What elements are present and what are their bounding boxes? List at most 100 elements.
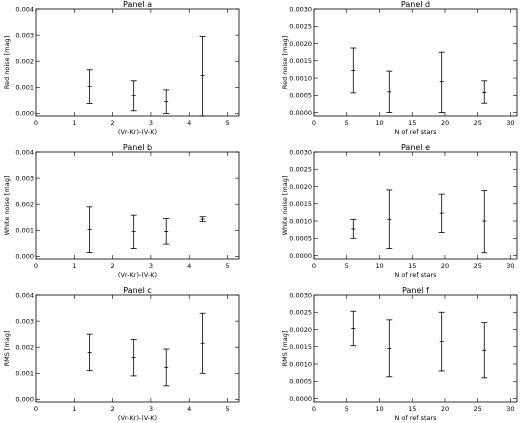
error-bar-point xyxy=(86,333,93,372)
error-bar-point xyxy=(130,338,137,377)
x-tick-label: 1 xyxy=(72,405,76,413)
panel-b: Panel b 0 1 2 3 4 5 0.000 0.001 0.002 0.003 0.004 (V… xyxy=(3,143,240,279)
plot-frame xyxy=(35,8,240,117)
x-tick-label: 25 xyxy=(474,119,482,127)
x-tick-label: 30 xyxy=(506,119,514,127)
x-tick-label: 4 xyxy=(187,119,191,127)
x-tick-label: 0 xyxy=(34,405,38,413)
y-axis-label: White noise [mag] xyxy=(281,176,289,236)
x-tick-label: 30 xyxy=(506,262,514,270)
plot-frame xyxy=(313,8,518,117)
plot-frame xyxy=(313,294,518,403)
y-tick-label: 0.004 xyxy=(15,5,34,13)
y-tick-label: 0.001 xyxy=(15,227,34,235)
error-bar-point xyxy=(386,70,393,113)
x-tick-label: 2 xyxy=(111,119,115,127)
y-axis-label: White noise [mag] xyxy=(3,176,11,236)
panel-title: Panel c xyxy=(123,286,152,295)
error-bar-point xyxy=(199,36,206,117)
error-bar-point xyxy=(438,51,445,113)
x-axis-label: (Vr-Kr)-(V-K) xyxy=(118,414,157,422)
y-tick-label: 0.0025 xyxy=(289,166,312,174)
panel-a: Panel a 0 1 2 3 4 5 0.000 0.001 0.002 0.003 0.004 (V… xyxy=(3,0,240,136)
y-tick-label: 0.002 xyxy=(15,200,34,208)
y-axis-label: RMS [mag] xyxy=(3,331,11,367)
error-bar-point xyxy=(350,310,357,347)
y-tick-label: 0.0015 xyxy=(289,57,312,65)
y-tick-label: 0.002 xyxy=(15,343,34,351)
y-tick-label: 0.0000 xyxy=(289,252,312,260)
y-tick-label: 0.003 xyxy=(15,317,34,325)
error-bar-point xyxy=(199,312,206,374)
y-tick-label: 0.0000 xyxy=(289,109,312,117)
x-tick-label: 0 xyxy=(34,262,38,270)
panel-title: Panel a xyxy=(123,0,152,9)
x-tick-label: 1 xyxy=(72,262,76,270)
error-bar-point xyxy=(386,319,393,378)
x-tick-label: 10 xyxy=(375,405,383,413)
y-tick-label: 0.0025 xyxy=(289,309,312,317)
y-tick-label: 0.0020 xyxy=(289,326,312,334)
error-bar-point xyxy=(130,214,137,249)
x-tick-label: 5 xyxy=(225,119,229,127)
panel-d: Panel d 0 5 10 15 20 25 30 0.0000 0.0005 0.0010 0.0… xyxy=(281,0,518,136)
y-tick-label: 0.001 xyxy=(15,370,34,378)
error-bar-point xyxy=(130,80,137,112)
x-tick-label: 30 xyxy=(506,405,514,413)
error-bar-point xyxy=(163,218,170,245)
y-tick-label: 0.0010 xyxy=(289,360,312,368)
x-tick-label: 20 xyxy=(441,405,449,413)
x-tick-label: 0 xyxy=(312,119,316,127)
y-tick-label: 0.0015 xyxy=(289,200,312,208)
y-tick-label: 0.0005 xyxy=(289,235,312,243)
y-tick-label: 0.0010 xyxy=(289,74,312,82)
y-tick-label: 0.0020 xyxy=(289,183,312,191)
plot-frame xyxy=(313,151,518,260)
y-tick-label: 0.004 xyxy=(15,291,34,299)
y-tick-label: 0.0030 xyxy=(289,291,312,299)
y-tick-label: 0.0010 xyxy=(289,217,312,225)
y-tick-label: 0.004 xyxy=(15,148,34,156)
error-bar-point xyxy=(163,348,170,387)
y-tick-label: 0.0020 xyxy=(289,40,312,48)
x-tick-label: 4 xyxy=(187,262,191,270)
x-tick-label: 2 xyxy=(111,262,115,270)
plot-frame xyxy=(35,151,240,260)
panel-title: Panel d xyxy=(401,0,430,9)
x-tick-label: 0 xyxy=(312,405,316,413)
x-tick-label: 5 xyxy=(345,405,349,413)
x-tick-label: 0 xyxy=(312,262,316,270)
panel-title: Panel f xyxy=(402,286,429,295)
error-bar-point xyxy=(481,322,488,379)
x-tick-label: 10 xyxy=(375,262,383,270)
x-tick-label: 3 xyxy=(149,405,153,413)
x-tick-label: 0 xyxy=(34,119,38,127)
panel-f: Panel f 0 5 10 15 20 25 30 0.0000 0.0005 0.0010 0.0… xyxy=(281,286,518,422)
error-bar-point xyxy=(481,80,488,104)
x-tick-label: 15 xyxy=(408,262,416,270)
y-tick-label: 0.0015 xyxy=(289,343,312,351)
y-axis-label: Red noise [mag] xyxy=(3,36,11,89)
y-tick-label: 0.003 xyxy=(15,174,34,182)
x-tick-label: 3 xyxy=(149,262,153,270)
error-bar-point xyxy=(438,311,445,372)
error-bar-point xyxy=(163,89,170,114)
x-tick-label: 5 xyxy=(345,119,349,127)
y-tick-label: 0.0005 xyxy=(289,92,312,100)
error-bar-point xyxy=(386,189,393,250)
y-tick-label: 0.002 xyxy=(15,57,34,65)
y-tick-label: 0.000 xyxy=(15,253,34,261)
x-tick-label: 5 xyxy=(345,262,349,270)
error-bar-point xyxy=(86,69,93,104)
y-tick-label: 0.0025 xyxy=(289,23,312,31)
panel-c: Panel c 0 1 2 3 4 5 0.000 0.001 0.002 0.003 0.004 (V… xyxy=(3,286,240,422)
panel-title: Panel b xyxy=(123,143,152,152)
panel-title: Panel e xyxy=(401,143,430,152)
x-tick-label: 25 xyxy=(474,262,482,270)
x-tick-label: 20 xyxy=(441,262,449,270)
y-tick-label: 0.0030 xyxy=(289,5,312,13)
y-axis-label: RMS [mag] xyxy=(281,331,289,367)
error-bar-point xyxy=(350,218,357,239)
panel-e: Panel e 0 5 10 15 20 25 30 0.0000 0.0005 0.0010 0.0… xyxy=(281,143,518,279)
y-tick-label: 0.001 xyxy=(15,84,34,92)
